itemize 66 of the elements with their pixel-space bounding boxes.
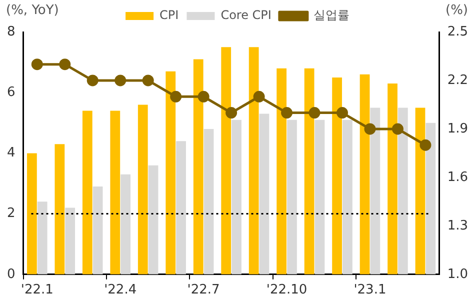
bar [287,120,297,274]
y2-tick-label: 1.6 [447,170,468,185]
bar [332,77,342,274]
bar [110,110,120,274]
point [198,90,210,102]
point [308,107,320,119]
y-tick-label: 2 [6,206,16,222]
y2-tick-label: 2.5 [447,24,468,40]
point [170,90,182,102]
x-tick-label: '22.1 [20,282,54,298]
y-tick-label: 4 [6,146,16,161]
bar [232,120,242,274]
y2-axis-title: (%) [446,2,468,18]
bar [304,68,314,274]
bar [342,120,352,274]
bar [92,186,103,274]
x-tick-label: '23.1 [354,282,386,298]
bar [204,128,214,274]
point [114,74,126,86]
bar [82,110,92,274]
x-tick-label: '22.4 [104,282,137,298]
point [364,123,376,135]
point [392,123,404,135]
point [31,58,43,70]
bar [426,122,436,274]
y2-tick-label: 2.2 [447,72,468,88]
bar [314,120,325,274]
bar [65,208,76,274]
y-axis-title: (%, YoY) [6,2,59,18]
bar [388,84,398,274]
y2-tick-label: 1.3 [447,218,468,234]
legend-label: CPI [160,8,179,22]
point [253,90,265,102]
bar [360,74,370,274]
point [420,139,432,151]
bar [259,114,270,274]
y-tick-label: 6 [6,84,16,100]
point [59,58,71,70]
bar [54,144,65,274]
bar [248,47,259,274]
legend-label: 실업률 [313,8,350,22]
y-tick-label: 8 [6,24,16,40]
bar [221,47,232,274]
y2-tick-label: 1.9 [447,121,468,136]
bar [415,108,426,274]
legend-label: Core CPI [220,8,272,22]
bar [138,104,148,274]
y-tick-label: 0 [6,266,16,282]
bar [27,153,37,274]
bar [176,141,186,274]
point [86,74,98,86]
point [142,74,154,86]
point [226,107,238,119]
x-tick-label: '22.7 [187,282,220,298]
bar [120,174,130,274]
bar [37,202,48,274]
bar [398,108,408,274]
bar [193,59,204,274]
y2-tick-label: 1.0 [447,266,468,282]
bar [276,68,287,274]
bar [370,108,380,274]
x-tick-label: '22.10 [266,282,308,298]
point [281,107,293,119]
bar [166,71,176,274]
point [336,107,348,119]
bar [148,165,158,274]
